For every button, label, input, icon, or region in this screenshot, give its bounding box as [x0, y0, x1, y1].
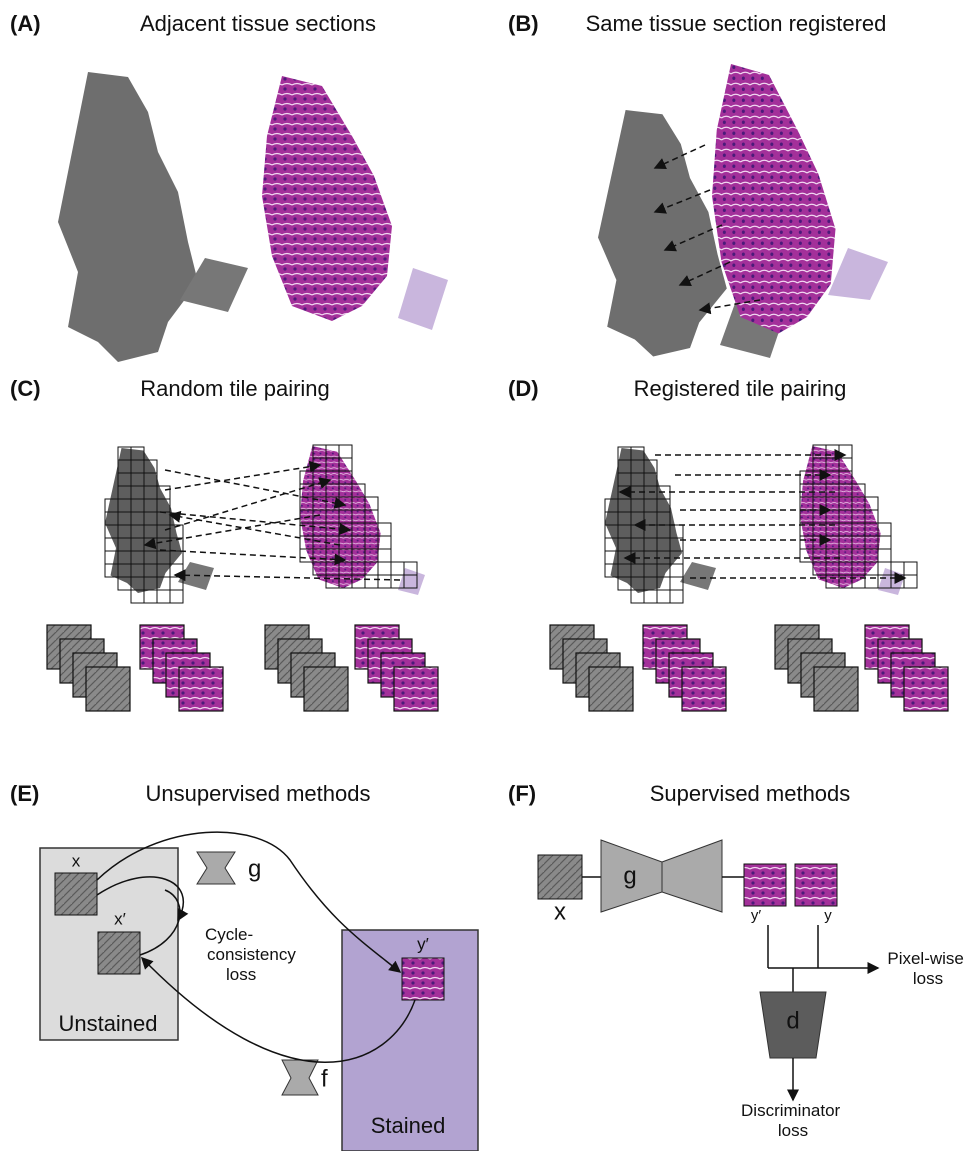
grid-tile [657, 590, 670, 603]
panel-label: (C) [10, 376, 41, 401]
label-g: g [248, 855, 261, 882]
grid-tile [144, 590, 157, 603]
label-g: g [623, 862, 636, 889]
panel-label: (E) [10, 781, 39, 806]
tissue-fragment [828, 248, 888, 300]
grid-tile [365, 575, 378, 588]
panel-title: Same tissue section registered [586, 11, 887, 36]
grid-tile [670, 590, 683, 603]
panel-c-tissue [105, 446, 425, 595]
grid-tile [865, 575, 878, 588]
panel-title: Adjacent tissue sections [140, 11, 376, 36]
label-y: y [824, 907, 832, 924]
panel-a-tissue [58, 72, 448, 362]
grid-tile [157, 590, 170, 603]
tile-image [394, 667, 438, 711]
panel-d-tissue [605, 446, 905, 595]
panel-title: Registered tile pairing [634, 376, 847, 401]
tile-image [682, 667, 726, 711]
grid-tile [339, 445, 352, 458]
grid-tile [378, 562, 391, 575]
panel-f-diagram [538, 840, 878, 1100]
panel-title: Supervised methods [650, 781, 851, 806]
tile-image [86, 667, 130, 711]
grid-tile [839, 445, 852, 458]
tile-image [589, 667, 633, 711]
grid-tile [391, 562, 404, 575]
tile-image [904, 667, 948, 711]
panel-label: (A) [10, 11, 41, 36]
pixel-loss: Pixel-wise loss [887, 949, 968, 988]
grid-tile [670, 577, 683, 590]
figure: (A) Adjacent tissue sections (B) Same tissu… [0, 0, 972, 1151]
stained-label: Stained [371, 1113, 446, 1138]
tile-image [814, 667, 858, 711]
tissue-fragment [398, 268, 448, 330]
grid-tile [170, 590, 183, 603]
grid-tile [378, 549, 391, 562]
panel-title: Random tile pairing [140, 376, 330, 401]
grid-tile [378, 575, 391, 588]
panel-label: (D) [508, 376, 539, 401]
label-y-prime: y′ [751, 907, 762, 924]
label-x-prime: x′ [114, 909, 126, 928]
panel-title: Unsupervised methods [145, 781, 370, 806]
grid-tile [670, 564, 683, 577]
cycle-loss: Cycle- consistency loss [205, 925, 301, 984]
tile-image [304, 667, 348, 711]
label-d: d [786, 1007, 799, 1034]
label-x: x [554, 898, 566, 925]
grid-tile [878, 549, 891, 562]
tile-image [179, 667, 223, 711]
panel-label: (B) [508, 11, 539, 36]
grid-tile [904, 562, 917, 575]
grid-tile [904, 575, 917, 588]
panel-b-tissue [598, 64, 888, 358]
disc-loss: Discriminator loss [741, 1101, 845, 1140]
grid-tile [644, 590, 657, 603]
label-y-prime: y′ [417, 934, 429, 953]
label-f: f [321, 1065, 328, 1092]
label-x: x [72, 851, 81, 870]
panel-label: (F) [508, 781, 536, 806]
unstained-label: Unstained [58, 1011, 157, 1036]
